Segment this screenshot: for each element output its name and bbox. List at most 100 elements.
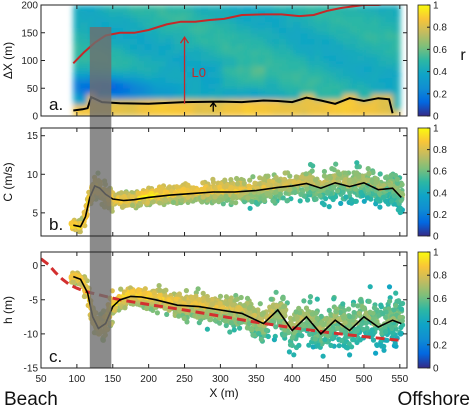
- heatmap-cell: [243, 10, 252, 17]
- heatmap-cell: [151, 110, 160, 116]
- heatmap-cell: [172, 49, 181, 56]
- heatmap-cell: [378, 93, 387, 100]
- heatmap-cell: [328, 82, 337, 89]
- heatmap-cell: [279, 71, 287, 78]
- scatter-point: [377, 171, 383, 177]
- heatmap-cell: [321, 49, 330, 56]
- heatmap-cell: [385, 54, 394, 62]
- scatter-point: [383, 175, 389, 181]
- heatmap-cell: [264, 32, 273, 39]
- heatmap-cell: [115, 32, 124, 39]
- scatter-point: [292, 189, 298, 196]
- heatmap-cell: [80, 43, 89, 50]
- heatmap-cell: [257, 104, 266, 112]
- heatmap-cell: [94, 16, 103, 23]
- heatmap-cell: [350, 10, 358, 17]
- heatmap-cell: [250, 21, 259, 28]
- heatmap-cell: [172, 88, 181, 95]
- heatmap-cell: [321, 21, 330, 28]
- heatmap-cell: [158, 54, 167, 62]
- heatmap-cell: [158, 104, 167, 112]
- heatmap-cell: [357, 21, 365, 28]
- heatmap-cell: [122, 88, 131, 95]
- scatter-point: [391, 307, 397, 313]
- heatmap-cell: [286, 104, 294, 112]
- heatmap-cell: [293, 21, 302, 28]
- heatmap-cell: [179, 49, 188, 56]
- heatmap-cell: [250, 99, 259, 106]
- heatmap-cell: [321, 16, 330, 23]
- heatmap-cell: [80, 110, 89, 116]
- scatter-point: [367, 331, 373, 337]
- heatmap-cell: [307, 60, 316, 67]
- scatter-point: [154, 187, 160, 193]
- scatter-point: [337, 171, 343, 177]
- heatmap-cell: [250, 32, 259, 39]
- heatmap-cell: [378, 43, 387, 50]
- x-tick-label: 350: [248, 374, 265, 385]
- heatmap-cell: [186, 82, 195, 89]
- heatmap-cell: [350, 32, 358, 39]
- scatter-point: [129, 289, 135, 295]
- heatmap-cell: [307, 104, 316, 112]
- heatmap-cell: [179, 110, 188, 116]
- heatmap-cell: [250, 5, 259, 12]
- heatmap-cell: [144, 10, 152, 17]
- heatmap-cell: [300, 60, 309, 67]
- x-tick-label: 100: [69, 374, 86, 385]
- scatter-point: [373, 176, 379, 182]
- heatmap-cell: [208, 60, 216, 67]
- scatter-point: [342, 170, 348, 176]
- heatmap-cell: [279, 82, 287, 89]
- scatter-point: [364, 195, 371, 201]
- heatmap-cell: [222, 110, 231, 116]
- heatmap-cell: [122, 38, 131, 45]
- heatmap-cell: [222, 27, 231, 34]
- heatmap-cell: [328, 5, 337, 12]
- heatmap-cell: [385, 88, 394, 95]
- heatmap-cell: [158, 43, 167, 50]
- scatter-point: [350, 302, 356, 308]
- heatmap-cell: [371, 66, 380, 73]
- heatmap-cell: [165, 93, 174, 100]
- scatter-point: [331, 296, 337, 302]
- heatmap-cell: [364, 60, 373, 67]
- heatmap-cell: [222, 54, 231, 62]
- heatmap-cell: [137, 54, 145, 62]
- heatmap-cell: [357, 60, 365, 67]
- heatmap-cell: [314, 5, 323, 12]
- scatter-point: [273, 182, 279, 188]
- heatmap-cell: [80, 99, 89, 106]
- heatmap-cell: [73, 10, 81, 17]
- heatmap-cell: [222, 104, 231, 112]
- heatmap-cell: [321, 88, 330, 95]
- heatmap-cell: [165, 38, 174, 45]
- heatmap-cell: [371, 10, 380, 17]
- heatmap-cell: [392, 77, 401, 84]
- scatter-point: [325, 189, 331, 195]
- scatter-point: [176, 291, 182, 297]
- heatmap-cell: [193, 10, 202, 17]
- heatmap-cell: [286, 54, 294, 62]
- heatmap-cell: [193, 54, 202, 62]
- heatmap-cell: [257, 38, 266, 45]
- heatmap-cell: [158, 32, 167, 39]
- heatmap-cell: [250, 88, 259, 95]
- scatter-point: [351, 309, 357, 316]
- heatmap-cell: [300, 43, 309, 50]
- heatmap-cell: [193, 82, 202, 89]
- heatmap-cell: [364, 110, 373, 116]
- heatmap-cell: [73, 93, 81, 100]
- heatmap-cell: [229, 32, 238, 39]
- heatmap-cell: [80, 27, 89, 34]
- scatter-point: [124, 291, 130, 298]
- scatter-point: [253, 199, 259, 206]
- heatmap-cell: [272, 21, 280, 28]
- heatmap-cell: [229, 43, 238, 50]
- heatmap-cell: [378, 110, 387, 116]
- heatmap-cell: [158, 10, 167, 17]
- heatmap-cell: [201, 110, 209, 116]
- heatmap-cell: [364, 43, 373, 50]
- heatmap-cell: [378, 82, 387, 89]
- scatter-point: [367, 284, 373, 290]
